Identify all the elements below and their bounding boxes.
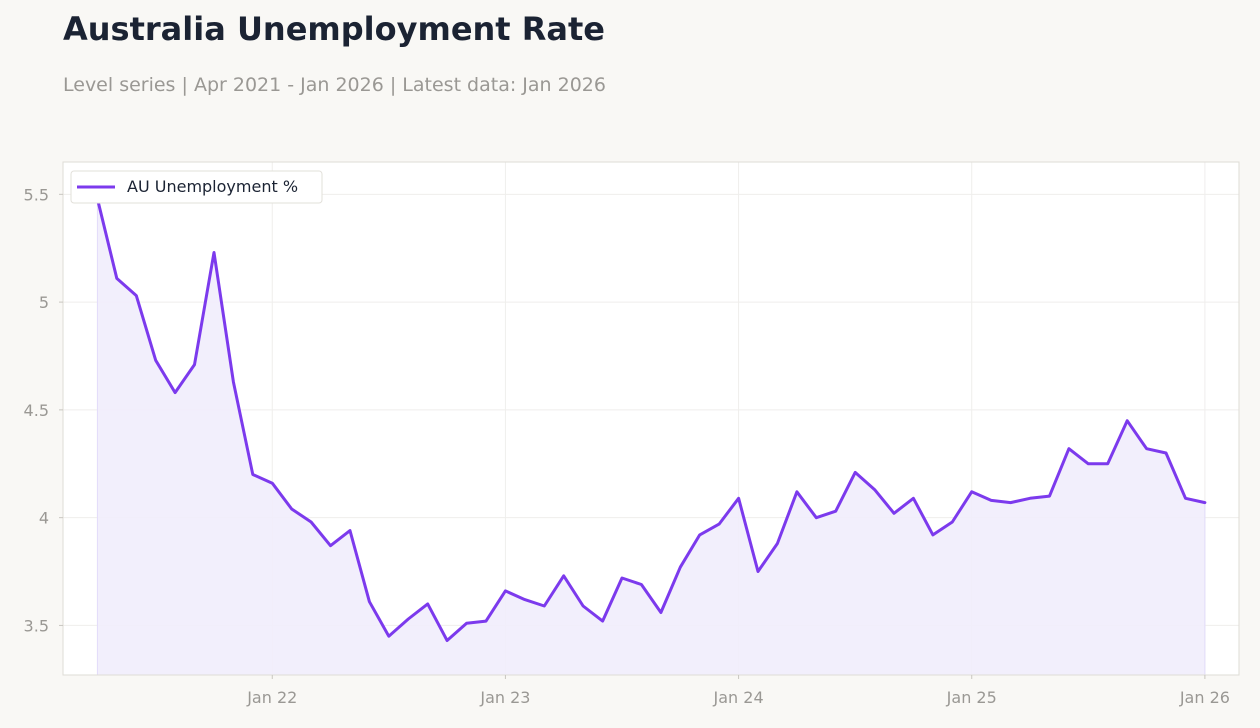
data-point (1165, 452, 1168, 455)
data-point (426, 602, 429, 605)
data-point (893, 512, 896, 515)
y-tick-label: 4 (39, 509, 49, 528)
chart-subtitle: Level series | Apr 2021 - Jan 2026 | Lat… (63, 74, 606, 96)
y-tick-label: 5 (39, 293, 49, 312)
y-tick-label: 5.5 (24, 185, 49, 204)
legend: AU Unemployment % (70, 170, 323, 204)
data-point (271, 482, 274, 485)
x-tick-label: Jan 22 (246, 688, 297, 707)
data-point (465, 622, 468, 625)
legend-box (70, 170, 323, 204)
data-point (349, 529, 352, 532)
x-tick-label: Jan 25 (946, 688, 997, 707)
data-point (698, 533, 701, 536)
data-point (834, 510, 837, 513)
data-point (815, 516, 818, 519)
y-tick-label: 4.5 (24, 401, 49, 420)
data-point (115, 277, 118, 280)
y-tick-label: 3.5 (24, 616, 49, 635)
data-point (718, 523, 721, 526)
data-point (504, 589, 507, 592)
y-axis: 3.5 4 4.5 5 5.5 (24, 185, 63, 635)
data-point (912, 497, 915, 500)
data-point (601, 620, 604, 623)
data-point (1184, 497, 1187, 500)
data-point (1126, 419, 1129, 422)
data-point (368, 600, 371, 603)
data-point (135, 294, 138, 297)
data-point (640, 583, 643, 586)
series-line-au-unemployment (95, 197, 1207, 642)
x-tick-label: Jan 26 (1179, 688, 1230, 707)
data-point (776, 542, 779, 545)
data-point (1145, 447, 1148, 450)
data-point (737, 497, 740, 500)
data-point (1203, 501, 1206, 504)
chart-title: Australia Unemployment Rate (63, 10, 605, 48)
data-point (951, 521, 954, 524)
data-point (387, 635, 390, 638)
data-point (990, 499, 993, 502)
data-point (174, 391, 177, 394)
data-point (659, 611, 662, 614)
data-point (757, 570, 760, 573)
data-point (290, 508, 293, 511)
data-point (154, 359, 157, 362)
data-point (329, 544, 332, 547)
data-point (310, 521, 313, 524)
data-point (407, 618, 410, 621)
data-point (621, 577, 624, 580)
plot-border (62, 161, 1240, 676)
data-point (213, 251, 216, 254)
data-point (854, 471, 857, 474)
data-point (543, 605, 546, 608)
x-axis: Jan 22 Jan 23 Jan 24 Jan 25 Jan 26 (246, 675, 1230, 707)
legend-label: AU Unemployment % (127, 177, 298, 196)
data-point (1029, 497, 1032, 500)
data-point (193, 363, 196, 366)
data-point (970, 490, 973, 493)
data-point (679, 566, 682, 569)
data-point (1009, 501, 1012, 504)
data-point (446, 639, 449, 642)
series-area-left-edge (96, 198, 1206, 675)
data-point (582, 605, 585, 608)
data-point (251, 473, 254, 476)
data-point (523, 598, 526, 601)
x-tick-label: Jan 24 (713, 688, 764, 707)
x-tick-label: Jan 23 (479, 688, 530, 707)
data-point (873, 488, 876, 491)
data-point (485, 620, 488, 623)
data-point (1067, 447, 1070, 450)
data-point (562, 574, 565, 577)
data-point (1048, 495, 1051, 498)
data-point (1106, 462, 1109, 465)
data-point (1087, 462, 1090, 465)
series-area-fill (97, 198, 1205, 675)
data-point (931, 533, 934, 536)
data-point (232, 380, 235, 383)
data-point (795, 490, 798, 493)
